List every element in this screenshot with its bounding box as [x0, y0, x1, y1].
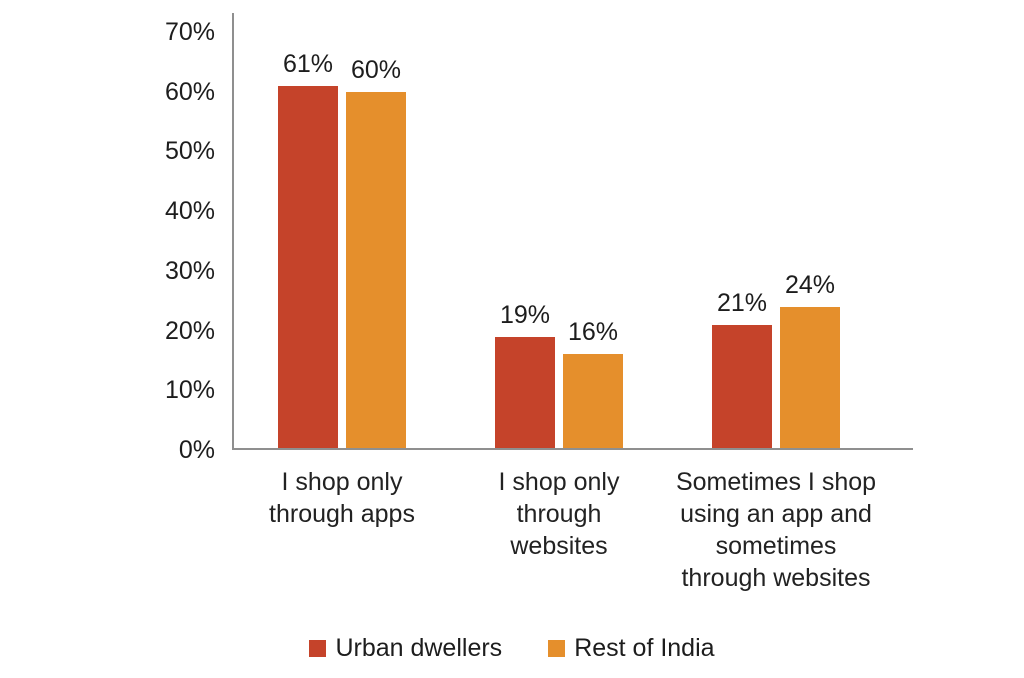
bar-value-label: 24% [784, 270, 836, 299]
y-tick-label: 10% [164, 376, 215, 405]
bar-value-label: 19% [499, 300, 551, 329]
legend-swatch-icon [548, 639, 566, 657]
bar-value-label: 16% [567, 318, 619, 347]
y-tick-label: 70% [164, 18, 215, 46]
bar-urban-dwellers [495, 336, 555, 448]
y-tick-label: 40% [164, 197, 215, 226]
bar-rest-of-india [780, 306, 840, 448]
legend-swatch-icon [309, 639, 327, 657]
y-tick-label: 60% [164, 77, 215, 106]
bar-value-label: 61% [282, 49, 334, 78]
y-tick-label: 50% [164, 137, 215, 166]
bar-rest-of-india [563, 354, 623, 448]
bar-value-label: 60% [350, 55, 402, 84]
bar-value-label: 21% [716, 288, 768, 317]
bar-urban-dwellers [712, 324, 772, 448]
y-tick-label: 0% [178, 436, 215, 464]
category-label: I shop only through websites [498, 468, 620, 560]
legend-label: Urban dwellers [335, 634, 503, 662]
legend: Urban dwellers Rest of India [0, 634, 1024, 662]
plot-area [232, 13, 913, 450]
legend-label: Rest of India [574, 634, 715, 662]
legend-item: Urban dwellers [309, 634, 502, 662]
bar-rest-of-india [346, 91, 406, 448]
legend-item: Rest of India [548, 634, 715, 662]
bar-urban-dwellers [278, 85, 338, 448]
category-label: I shop only through apps [269, 468, 415, 528]
category-label: Sometimes I shop using an app and someti… [675, 468, 877, 592]
y-tick-label: 20% [164, 316, 215, 345]
y-tick-label: 30% [164, 256, 215, 285]
